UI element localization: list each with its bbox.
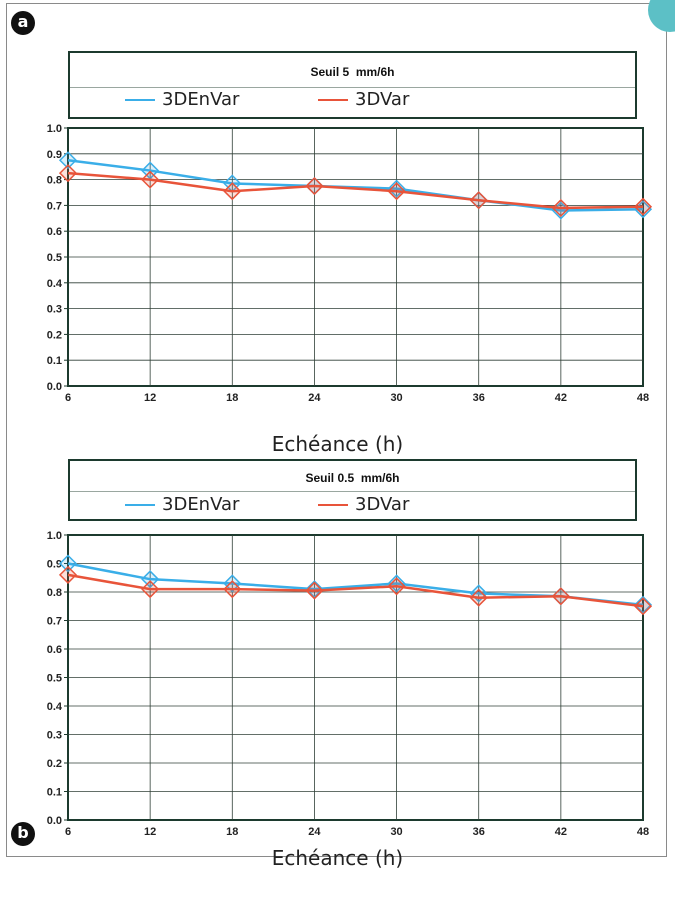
y-tick-label: 0.4 — [47, 278, 63, 290]
x-tick-label: 30 — [390, 826, 402, 838]
x-tick-label: 30 — [390, 392, 402, 404]
chart-panel-a: 0.0 0.1 0.2 0.3 0.4 0.5 0.6 0.7 0.8 0.9 1.0 6 12 18 24… — [47, 123, 653, 404]
legend-entry-3dvar: 3DVar — [318, 89, 409, 110]
data-point-3dvar — [469, 588, 488, 607]
data-point-3denvar — [58, 554, 78, 573]
x-axis-label-a: Echéance (h) — [271, 432, 404, 456]
y-tick-label: 0.2 — [47, 329, 62, 341]
x-tick-label: 48 — [637, 392, 649, 404]
y-tick-label: 0.9 — [47, 149, 62, 161]
legend-entry-3denvar: 3DEnVar — [125, 89, 239, 110]
data-point-3denvar — [58, 151, 78, 170]
y-tick-label: 1.0 — [47, 530, 62, 542]
x-tick-label: 24 — [308, 392, 321, 404]
y-tick-label: 0.0 — [47, 381, 62, 393]
data-point-3dvar — [58, 164, 78, 183]
data-point-3dvar — [387, 577, 406, 596]
chart-title-b: Seuil 0.5 mm/6h — [305, 471, 400, 485]
x-tick-label: 36 — [473, 826, 485, 838]
x-tick-label: 48 — [637, 826, 649, 838]
y-tick-label: 0.7 — [47, 200, 62, 212]
series-line-3dvar — [67, 573, 644, 608]
data-point-3dvar — [141, 580, 160, 599]
legend-divider — [70, 87, 635, 88]
data-point-3denvar — [223, 574, 242, 593]
x-tick-label: 18 — [226, 826, 238, 838]
data-point-3denvar — [141, 570, 160, 589]
y-tick-label: 0.7 — [47, 616, 62, 628]
y-tick-label: 0.4 — [47, 701, 63, 713]
y-tick-label: 0.6 — [47, 226, 62, 238]
data-point-3dvar — [58, 565, 78, 584]
x-tick-label: 42 — [555, 392, 567, 404]
legend-label-3denvar: 3DEnVar — [162, 89, 240, 110]
x-axis-label-b: Echéance (h) — [271, 846, 404, 870]
data-point-3dvar — [469, 191, 488, 210]
data-point-3denvar — [305, 580, 324, 599]
y-tick-label: 0.5 — [47, 673, 62, 685]
legend-swatch-3dvar — [318, 503, 348, 506]
x-tick-label: 24 — [308, 826, 321, 838]
legend-label-3dvar: 3DVar — [355, 494, 410, 515]
data-point-3dvar — [633, 597, 653, 616]
x-tick-label: 12 — [144, 392, 156, 404]
x-tick-label: 18 — [226, 392, 238, 404]
data-point-3dvar — [551, 587, 570, 606]
data-point-3dvar — [305, 176, 324, 196]
legend-swatch-3denvar — [125, 98, 155, 101]
y-tick-label: 0.1 — [47, 355, 62, 367]
legend-label-3dvar: 3DVar — [355, 89, 410, 110]
y-tick-label: 0.3 — [47, 730, 62, 742]
chart-title-a: Seuil 5 mm/6h — [310, 65, 395, 79]
x-tick-label: 6 — [65, 826, 71, 838]
series-line-3dvar — [67, 171, 644, 210]
data-point-3dvar — [387, 182, 406, 201]
y-tick-label: 0.0 — [47, 815, 62, 827]
y-tick-label: 0.1 — [47, 787, 62, 799]
x-tick-label: 36 — [473, 392, 485, 404]
data-point-3dvar — [223, 580, 242, 599]
legend-label-3denvar: 3DEnVar — [162, 494, 240, 515]
panel-b-badge: b — [11, 822, 35, 846]
y-tick-label: 0.9 — [47, 559, 62, 571]
data-point-3dvar — [633, 197, 653, 216]
legend-panel-b: Seuil 0.5 mm/6h 3DEnVar 3DVar — [68, 459, 637, 521]
y-tick-label: 0.5 — [47, 252, 62, 264]
legend-swatch-3dvar — [318, 98, 348, 101]
chart-panel-b: 0.0 0.1 0.2 0.3 0.4 0.5 0.6 0.7 0.8 0.9 1.0 6 12 18 24… — [47, 530, 653, 838]
data-point-3dvar — [141, 170, 160, 189]
x-tick-label: 12 — [144, 826, 156, 838]
y-tick-label: 0.6 — [47, 644, 62, 656]
legend-panel-a: Seuil 5 mm/6h 3DEnVar 3DVar — [68, 51, 637, 119]
y-tick-label: 0.3 — [47, 304, 62, 316]
data-point-3denvar — [633, 595, 653, 614]
x-tick-label: 42 — [555, 826, 567, 838]
data-point-3dvar — [223, 182, 242, 201]
legend-swatch-3denvar — [125, 503, 155, 506]
x-tick-label: 6 — [65, 392, 71, 404]
data-point-3dvar — [305, 581, 324, 600]
legend-entry-3denvar: 3DEnVar — [125, 494, 239, 515]
legend-entry-3dvar: 3DVar — [318, 494, 409, 515]
y-tick-label: 0.8 — [47, 587, 62, 599]
y-tick-label: 0.2 — [47, 758, 62, 770]
series-line-3denvar — [67, 159, 644, 212]
data-point-3dvar — [551, 198, 570, 218]
y-tick-label: 1.0 — [47, 123, 62, 135]
y-tick-label: 0.8 — [47, 175, 62, 187]
legend-divider — [70, 491, 635, 492]
panel-a-badge: a — [11, 11, 35, 35]
